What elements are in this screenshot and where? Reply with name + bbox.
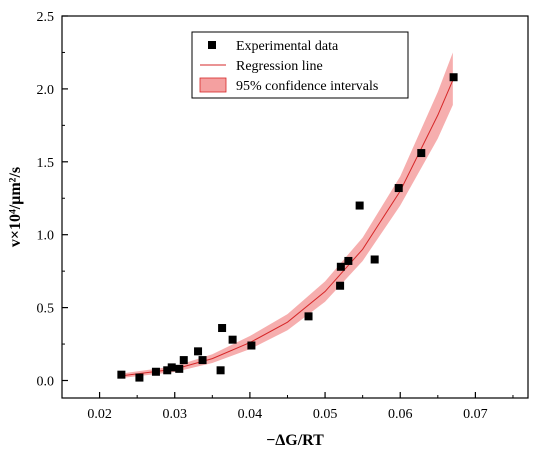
- data-point-7: [179, 356, 188, 365]
- y-tick-label: 0.0: [37, 375, 55, 390]
- data-point-10: [216, 366, 225, 375]
- data-point-22: [449, 73, 458, 82]
- legend-label-confidence: 95% confidence intervals: [236, 79, 378, 94]
- x-tick-label: 0.04: [238, 407, 263, 422]
- y-tick-label: 2.0: [37, 83, 55, 98]
- y-tick-label: 1.0: [37, 229, 55, 244]
- y-tick-label: 1.5: [37, 156, 55, 171]
- regression-line-layer: [118, 79, 454, 377]
- confidence-band-layer: [118, 52, 453, 379]
- x-tick-label: 0.03: [162, 407, 187, 422]
- data-point-18: [355, 201, 364, 210]
- y-tick-label: 2.5: [37, 10, 55, 25]
- y-axis-title: v×10⁴/μm²/s: [7, 167, 24, 247]
- data-point-1: [117, 370, 126, 379]
- legend-label-regression: Regression line: [236, 59, 323, 74]
- data-point-21: [417, 149, 426, 158]
- data-point-9: [198, 356, 207, 365]
- data-point-5: [167, 363, 176, 372]
- confidence-band: [118, 52, 453, 379]
- data-point-14: [304, 312, 313, 321]
- x-tick-label: 0.05: [313, 407, 338, 422]
- data-point-2: [135, 373, 144, 382]
- data-point-3: [151, 367, 160, 376]
- data-point-6: [175, 364, 184, 373]
- data-point-20: [394, 184, 403, 193]
- plot-frame: [61, 15, 529, 399]
- y-tick-label: 0.5: [37, 302, 55, 317]
- data-point-19: [370, 255, 379, 264]
- data-point-16: [336, 262, 345, 271]
- legend-box: [191, 31, 409, 99]
- data-point-15: [336, 281, 345, 290]
- data-point-13: [247, 341, 256, 350]
- legend-marker-experimental: [208, 41, 216, 49]
- regression-line: [118, 79, 454, 377]
- data-point-layer: [117, 73, 458, 382]
- data-point-11: [218, 324, 227, 333]
- data-point-12: [228, 335, 237, 344]
- axis-ticks: 0.02 0.03 0.04 0.05 0.06 0.07 0.0 0.5 1.0 1.5 2.0 2…: [37, 10, 514, 422]
- x-tick-label: 0.02: [87, 407, 112, 422]
- data-point-8: [194, 347, 203, 356]
- legend-label-experimental: Experimental data: [236, 39, 339, 54]
- x-tick-label: 0.06: [388, 407, 413, 422]
- data-point-4: [163, 366, 172, 375]
- legend-marker-confidence: [199, 77, 227, 93]
- data-point-17: [344, 256, 353, 265]
- x-axis-title: −ΔG/RT: [266, 432, 324, 449]
- legend: Experimental data Regression line 95% co…: [191, 31, 409, 99]
- x-tick-label: 0.07: [463, 407, 488, 422]
